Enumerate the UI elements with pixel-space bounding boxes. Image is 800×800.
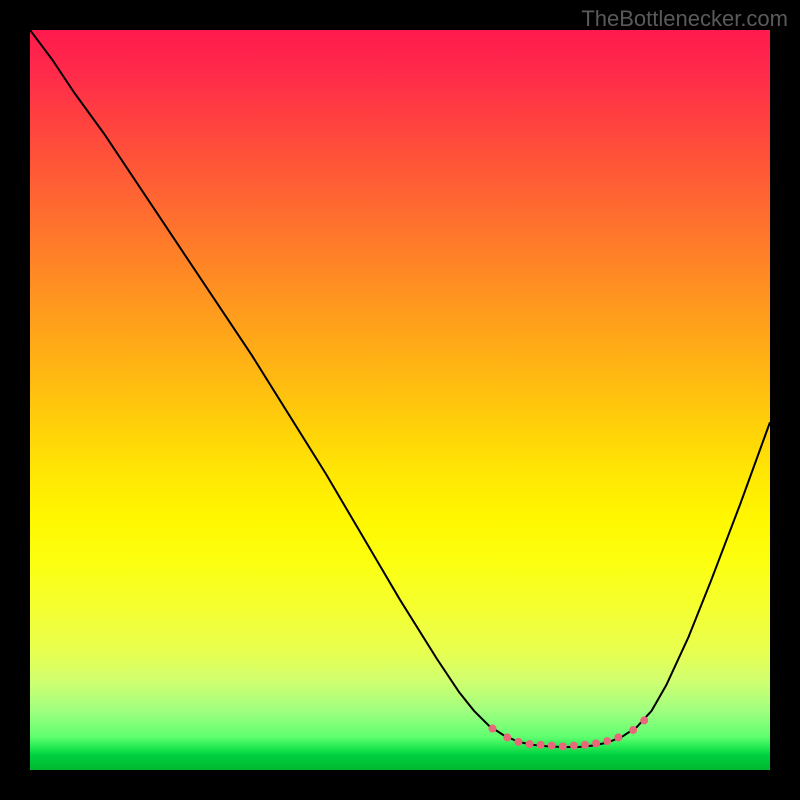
watermark-text: TheBottlenecker.com: [581, 6, 788, 32]
curve-svg: [30, 30, 770, 770]
bottleneck-curve: [30, 30, 770, 747]
curve-marker: [640, 716, 648, 724]
curve-marker: [570, 742, 578, 750]
curve-marker: [488, 725, 496, 733]
curve-marker: [629, 726, 637, 734]
curve-marker: [581, 741, 589, 749]
curve-marker: [614, 733, 622, 741]
curve-marker: [603, 737, 611, 745]
curve-marker: [548, 742, 556, 750]
plot-area: [30, 30, 770, 770]
curve-marker: [514, 738, 522, 746]
markers-group: [488, 716, 648, 750]
curve-marker: [525, 740, 533, 748]
curve-marker: [503, 733, 511, 741]
curve-marker: [592, 739, 600, 747]
curve-marker: [559, 742, 567, 750]
curve-marker: [537, 741, 545, 749]
